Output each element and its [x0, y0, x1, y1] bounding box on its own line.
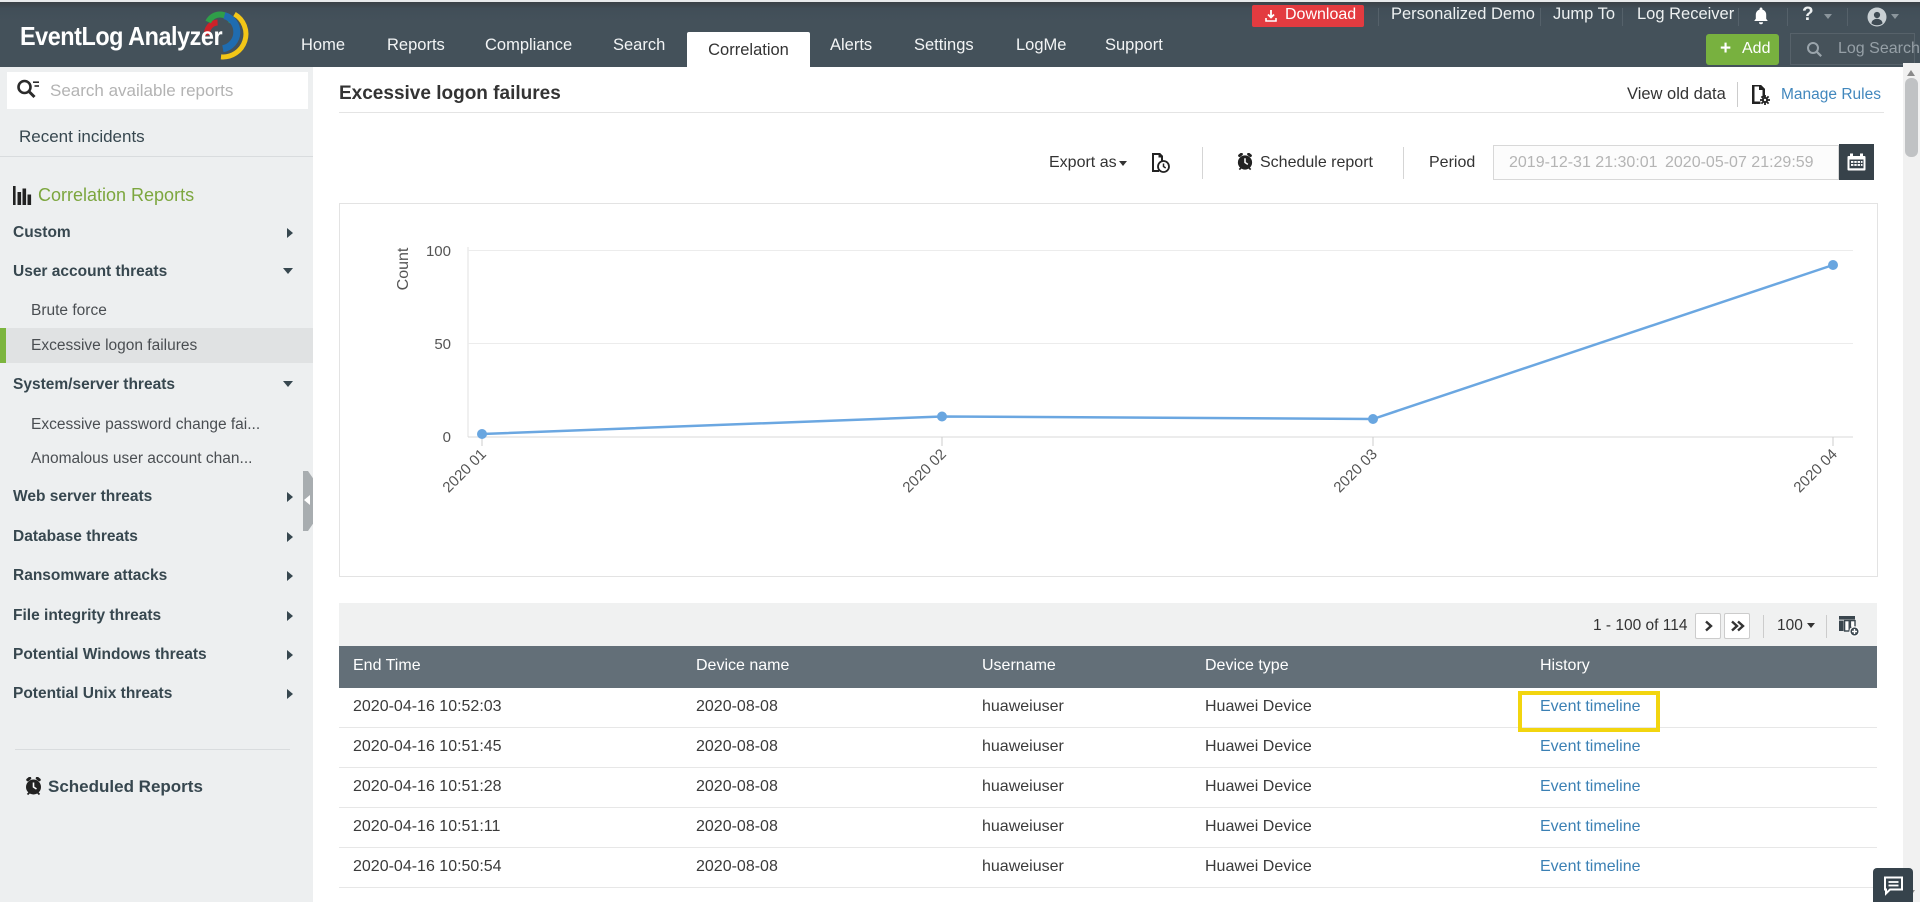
svg-text:0: 0 [443, 429, 451, 446]
svg-text:2020 04: 2020 04 [1790, 446, 1840, 496]
svg-text:2020 01: 2020 01 [439, 446, 489, 496]
svg-text:100: 100 [426, 243, 451, 260]
svg-text:2020 02: 2020 02 [899, 446, 949, 496]
svg-text:Count: Count [395, 247, 412, 290]
svg-text:50: 50 [434, 336, 451, 353]
svg-text:2020 03: 2020 03 [1330, 446, 1380, 496]
